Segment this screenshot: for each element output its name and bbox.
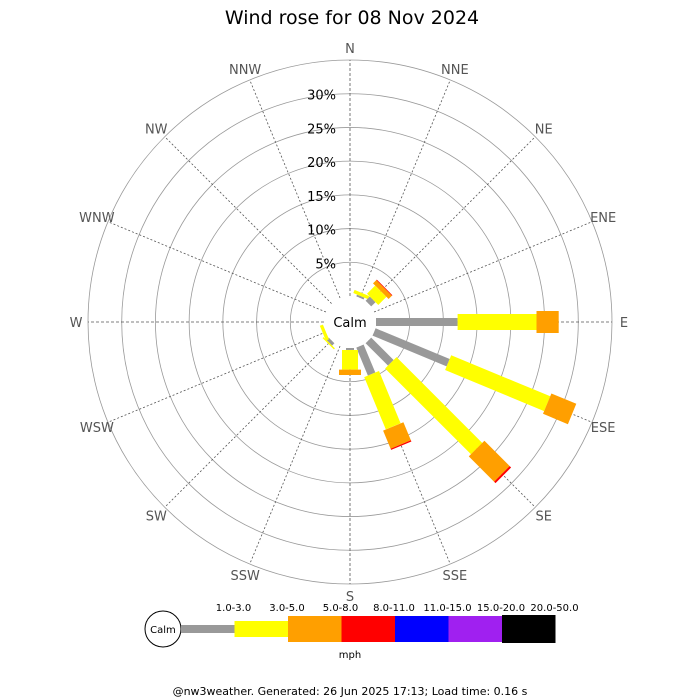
bar-sse-bin-3: [383, 422, 411, 449]
direction-label-ene: ENE: [590, 211, 616, 226]
bar-ese-bin-1: [372, 328, 450, 367]
bar-se-bin-4: [494, 466, 512, 484]
direction-label-sw: SW: [146, 510, 167, 525]
calm-center: Calm: [324, 296, 376, 348]
direction-label-nw: NW: [145, 122, 168, 137]
legend-swatch-2: [234, 621, 288, 637]
direction-label-ese: ESE: [591, 421, 616, 436]
bar-e-bin-1: [376, 318, 458, 326]
bar-ne-bin-2: [367, 285, 387, 305]
direction-label-ssw: SSW: [230, 569, 260, 584]
bar-sw-bin-2: [322, 337, 335, 350]
grid-spoke-nne: [359, 79, 451, 299]
bar-s-bin-3: [339, 369, 361, 375]
calm-circle: [324, 296, 376, 348]
direction-label-s: S: [346, 590, 354, 605]
grid-spoke-ssw: [249, 345, 341, 565]
bar-sse-bin-2: [364, 371, 401, 430]
legend-label-3: 5.0-8.0: [323, 603, 358, 614]
radial-tick-label-1: 5%: [315, 257, 336, 272]
radial-tick-label-4: 20%: [307, 156, 336, 171]
bar-e-bin-3: [536, 311, 559, 333]
legend-swatch-6: [448, 616, 502, 642]
grid-spoke-wnw: [107, 221, 327, 313]
legend-swatch-7: [502, 615, 556, 643]
chart-labels: N NNE NE ENE E ESE SE SSE S SSW SW WSW W WNW NW NNW 5% 10…: [70, 42, 629, 605]
bar-e-bin-2: [457, 314, 537, 330]
direction-label-ne: NE: [535, 122, 553, 137]
radial-tick-label-5: 25%: [307, 122, 336, 137]
bar-se-bin-2: [385, 357, 483, 455]
grid-spoke-ene: [373, 221, 593, 313]
direction-label-nne: NNE: [441, 63, 469, 78]
bar-ne-bin-3: [373, 280, 392, 299]
grid-spoke-ne: [368, 136, 536, 304]
bar-s-bin-1: [346, 348, 354, 350]
bar-ne-bin-4: [376, 279, 393, 296]
legend: Calm 1.0-3.0 3.0-5.0 5.0-8.0 8.0-11.0 11.0-15…: [144, 603, 579, 661]
legend-swatch-5: [395, 616, 449, 642]
legend-swatch-4: [341, 616, 395, 642]
direction-label-nnw: NNW: [229, 63, 261, 78]
grid-spoke-sw: [164, 340, 332, 508]
legend-swatch-3: [288, 616, 342, 642]
direction-label-se: SE: [536, 510, 552, 525]
grid-spoke-wsw: [107, 331, 327, 423]
direction-label-wnw: WNW: [79, 211, 115, 226]
bar-sw-bin-1: [326, 337, 335, 346]
direction-label-w: W: [70, 316, 83, 331]
legend-calm-label: Calm: [150, 625, 176, 636]
legend-label-6: 15.0-20.0: [477, 603, 525, 614]
direction-label-e: E: [620, 316, 628, 331]
legend-label-4: 8.0-11.0: [373, 603, 415, 614]
bar-sse-bin-1: [356, 344, 376, 376]
bar-sse-bin-4: [390, 440, 412, 450]
direction-label-sse: SSE: [442, 569, 467, 584]
chart-title: Wind rose for 08 Nov 2024: [225, 7, 479, 29]
direction-label-wsw: WSW: [80, 421, 114, 436]
radial-tick-label-2: 10%: [307, 224, 336, 239]
legend-label-1: 1.0-3.0: [216, 603, 251, 614]
bar-nne-bin-1: [356, 294, 365, 300]
calm-label: Calm: [333, 316, 366, 331]
bar-ese-bin-2: [445, 355, 551, 412]
legend-swatch-1: [181, 625, 235, 633]
bar-s-bin-2: [342, 350, 358, 370]
grid-spoke-nnw: [249, 79, 341, 299]
direction-label-n: N: [345, 42, 355, 57]
grid-spoke-nw: [164, 136, 332, 304]
footer-text: @nw3weather. Generated: 26 Jun 2025 17:1…: [173, 685, 528, 698]
chart-bars: [319, 279, 577, 484]
bar-ne-bin-1: [365, 296, 376, 307]
legend-unit-label: mph: [339, 650, 361, 661]
legend-label-7: 20.0-50.0: [530, 603, 578, 614]
grid-spoke-sse: [359, 345, 451, 565]
legend-label-2: 3.0-5.0: [269, 603, 304, 614]
bar-se-bin-3: [468, 440, 510, 482]
bar-nne-bin-2: [353, 289, 370, 300]
bar-ese-bin-3: [543, 393, 577, 425]
radial-tick-label-6: 30%: [307, 89, 336, 104]
bar-wsw-bin-2: [319, 324, 329, 341]
legend-label-5: 11.0-15.0: [423, 603, 471, 614]
radial-tick-label-3: 15%: [307, 190, 336, 205]
bar-se-bin-1: [365, 337, 394, 366]
